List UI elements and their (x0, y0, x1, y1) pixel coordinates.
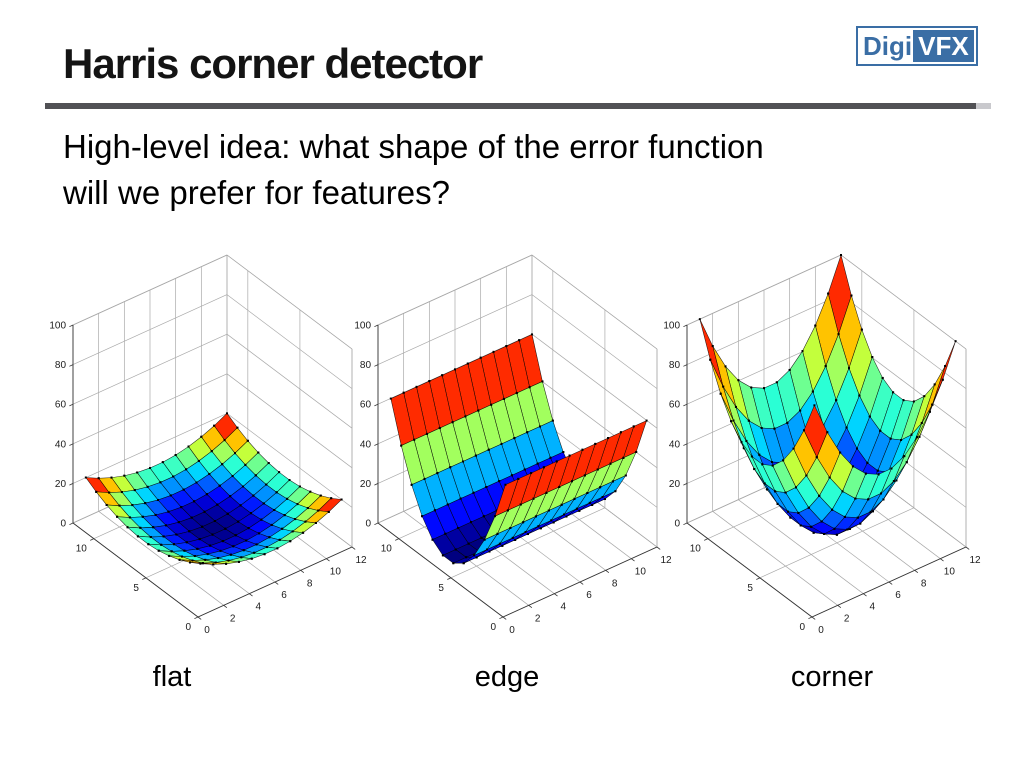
caption-edge: edge (474, 661, 540, 693)
surface-plot-flat (30, 235, 370, 640)
caption-flat: flat (152, 661, 192, 693)
subtitle-line-2: will we prefer for features? (63, 174, 450, 211)
title-divider-tail (976, 103, 991, 109)
logo-vfx-text: VFX (913, 30, 974, 62)
slide-subtitle: High-level idea: what shape of the error… (63, 124, 764, 216)
subtitle-line-1: High-level idea: what shape of the error… (63, 128, 764, 165)
surface-plot-edge (335, 235, 675, 640)
title-divider (45, 103, 976, 109)
slide-title: Harris corner detector (63, 40, 483, 87)
digivfx-logo: Digi VFX (856, 26, 978, 66)
surface-plot-corner (644, 235, 984, 640)
logo-digi-text: Digi (863, 31, 913, 61)
caption-corner: corner (790, 661, 874, 693)
